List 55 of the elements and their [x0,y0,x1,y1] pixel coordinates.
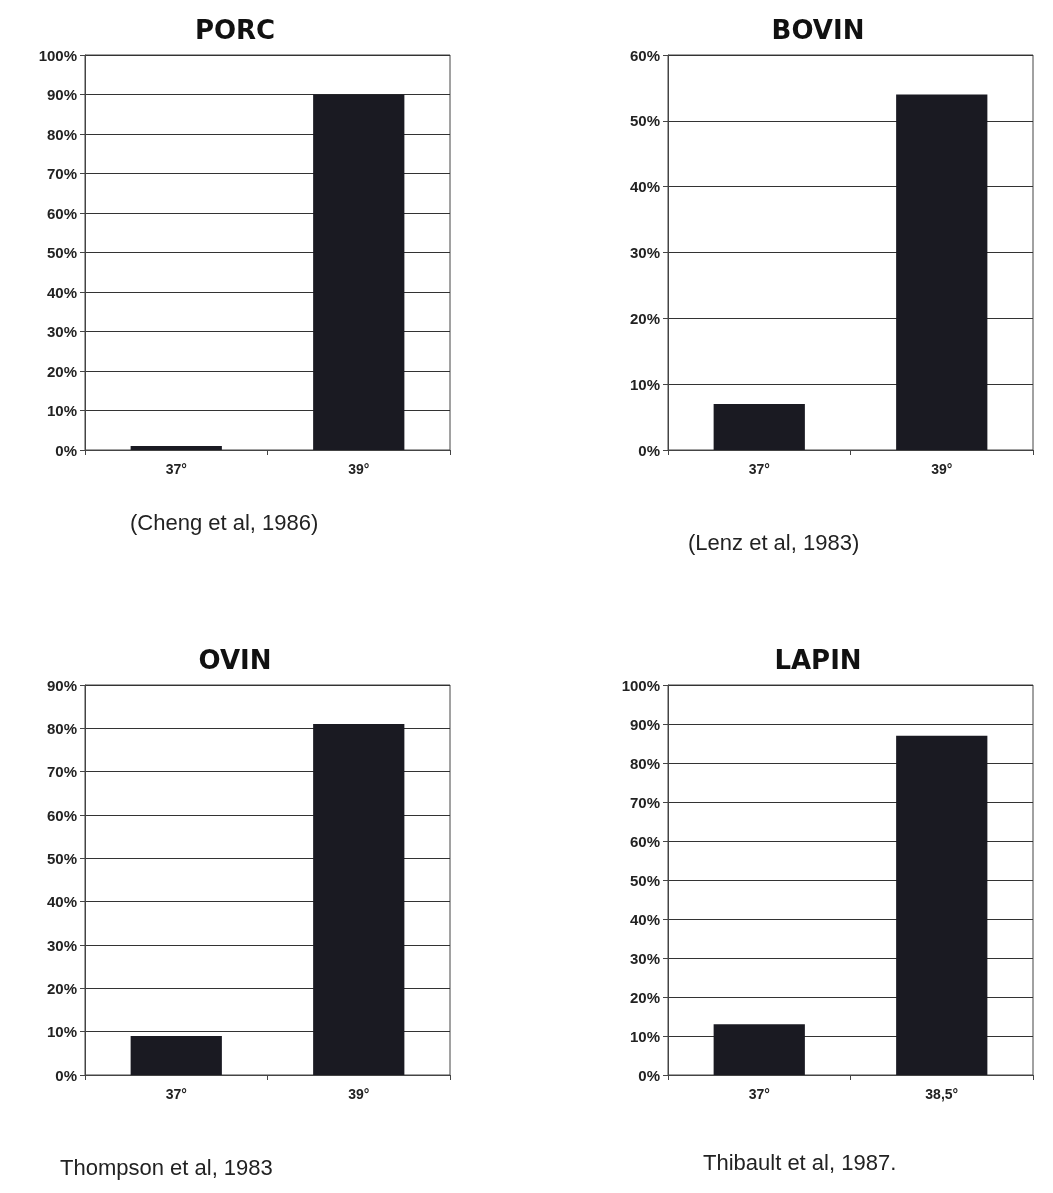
y-tick-label: 10% [629,375,660,393]
chart-title: BOVIN [771,15,865,45]
chart-title: LAPIN [774,645,862,675]
y-tick-label: 80% [46,125,77,143]
y-tick-label: 20% [629,309,660,327]
y-tick-label: 60% [46,204,77,222]
x-tick-label: 37° [748,1086,770,1102]
x-tick-label: 37° [165,461,187,477]
y-tick-label: 100% [621,676,660,694]
y-tick-label: 60% [46,806,77,824]
text: Thibault et al, 1987. [703,1150,897,1176]
chart-title: OVIN [198,645,272,675]
y-tick-label: 50% [46,244,77,261]
y-tick-label: 60% [629,46,660,64]
y-tick-label: 50% [629,112,660,130]
x-tick-label: 38,5° [925,1086,959,1102]
y-tick-label: 50% [629,871,660,889]
y-tick-label: 10% [629,1027,660,1045]
y-tick-label: 30% [629,244,660,261]
x-tick-label: 39° [348,1086,370,1102]
y-tick-label: 40% [629,178,660,196]
y-tick-label: 70% [629,793,660,811]
y-tick-label: 70% [46,763,77,781]
y-tick-label: 80% [629,754,660,772]
y-tick-label: 10% [46,402,77,419]
y-tick-label: 60% [629,832,660,850]
text: (Cheng et al, 1986) [130,510,319,536]
y-tick-label: 90% [629,715,660,733]
y-tick-label: 0% [638,441,660,459]
y-tick-label: 0% [638,1066,660,1084]
text: Thompson et al, 1983 [60,1155,273,1181]
y-tick-label: 90% [46,676,77,694]
y-tick-label: 30% [46,936,77,954]
chart-title: PORC [194,15,276,45]
y-tick-label: 90% [46,86,77,103]
y-tick-label: 40% [46,283,77,301]
y-tick-label: 50% [46,849,77,867]
y-tick-label: 40% [46,893,77,911]
y-tick-label: 20% [629,988,660,1006]
y-tick-label: 30% [629,949,660,967]
y-tick-label: 0% [55,441,77,459]
y-tick-label: 30% [46,323,77,340]
x-tick-label: 39° [348,461,370,477]
x-tick-label: 37° [748,461,770,477]
y-tick-label: 100% [38,46,77,64]
text: (Lenz et al, 1983) [688,530,860,556]
x-tick-label: 39° [931,461,953,477]
y-tick-label: 10% [46,1023,77,1041]
y-tick-label: 0% [55,1066,77,1084]
x-tick-label: 37° [165,1086,187,1102]
y-tick-label: 20% [46,979,77,997]
y-tick-label: 20% [46,362,77,380]
y-tick-label: 40% [629,910,660,928]
y-tick-label: 80% [46,719,77,737]
y-tick-label: 70% [46,165,77,182]
